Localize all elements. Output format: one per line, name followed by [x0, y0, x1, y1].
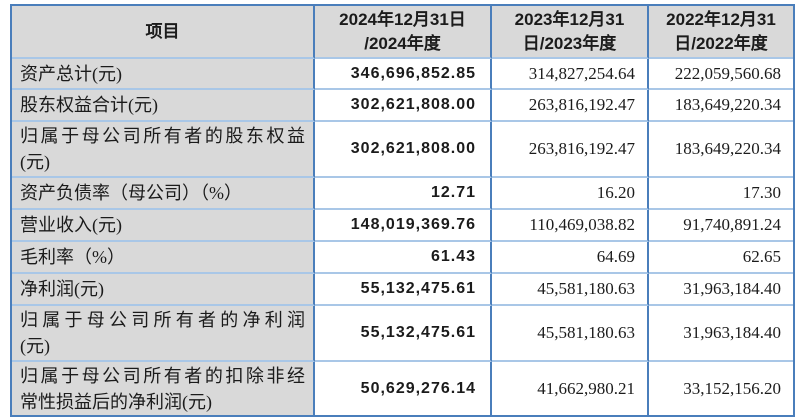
- table-row-gross-margin: 毛利率（%） 61.43 64.69 62.65: [12, 242, 793, 274]
- value-2024: 12.71: [315, 178, 492, 210]
- header-line: 2023年12月31: [514, 9, 625, 29]
- value-2024: 148,019,369.76: [315, 210, 492, 242]
- column-header-item: 项目: [12, 6, 315, 59]
- row-label-line: 资产负债率（母公司）（%）: [20, 183, 242, 203]
- row-label: 净利润(元): [12, 274, 315, 306]
- column-header-2023: 2023年12月31 日/2023年度: [492, 6, 649, 59]
- value-2022: 91,740,891.24: [649, 210, 793, 242]
- value-2023: 263,816,192.47: [492, 122, 649, 178]
- table-row-revenue: 营业收入(元) 148,019,369.76 110,469,038.82 91…: [12, 210, 793, 242]
- table-body: 资产总计(元) 346,696,852.85 314,827,254.64 22…: [12, 59, 793, 415]
- row-label: 资产总计(元): [12, 59, 315, 90]
- value-2022: 222,059,560.68: [649, 59, 793, 90]
- value-2024: 61.43: [315, 242, 492, 274]
- row-label-line: 常性损益后的净利润(元): [20, 391, 212, 412]
- value-2022: 31,963,184.40: [649, 306, 793, 362]
- row-label: 营业收入(元): [12, 210, 315, 242]
- row-label: 归属于母公司所有者的净利润 (元): [12, 306, 315, 362]
- row-label: 股东权益合计(元): [12, 90, 315, 122]
- row-label-line: (元): [20, 152, 50, 172]
- header-row: 项目 2024年12月31日 /2024年度 2023年12月31 日/2023…: [12, 6, 793, 59]
- value-2022: 33,152,156.20: [649, 362, 793, 415]
- value-2024: 50,629,276.14: [315, 362, 492, 415]
- column-header-2022: 2022年12月31 日/2022年度: [649, 6, 793, 59]
- row-label-line: 归属于母公司所有者的扣除非经: [20, 365, 305, 386]
- header-line: 日/2023年度: [522, 33, 617, 53]
- value-2023: 314,827,254.64: [492, 59, 649, 90]
- value-2023: 45,581,180.63: [492, 274, 649, 306]
- value-2024: 346,696,852.85: [315, 59, 492, 90]
- table-row-total-assets: 资产总计(元) 346,696,852.85 314,827,254.64 22…: [12, 59, 793, 90]
- value-2023: 110,469,038.82: [492, 210, 649, 242]
- value-2023: 16.20: [492, 178, 649, 210]
- row-label-line: 营业收入(元): [20, 215, 122, 235]
- header-line: 2022年12月31: [666, 9, 776, 29]
- column-header-2024: 2024年12月31日 /2024年度: [315, 6, 492, 59]
- table-row-total-equity: 股东权益合计(元) 302,621,808.00 263,816,192.47 …: [12, 90, 793, 122]
- financial-summary: 项目 2024年12月31日 /2024年度 2023年12月31 日/2023…: [10, 4, 795, 417]
- value-2022: 183,649,220.34: [649, 122, 793, 178]
- row-label-line: 资产总计(元): [20, 63, 122, 84]
- row-label-line: 归属于母公司所有者的净利润: [20, 310, 305, 330]
- row-label: 归属于母公司所有者的股东权益 (元): [12, 122, 315, 178]
- table-header: 项目 2024年12月31日 /2024年度 2023年12月31 日/2023…: [12, 6, 793, 59]
- header-line: 项目: [145, 21, 180, 41]
- row-label-line: 归属于母公司所有者的股东权益: [20, 126, 305, 146]
- row-label: 毛利率（%）: [12, 242, 315, 274]
- value-2024: 302,621,808.00: [315, 90, 492, 122]
- value-2022: 17.30: [649, 178, 793, 210]
- header-line: 2024年12月31日: [339, 9, 466, 29]
- row-label: 归属于母公司所有者的扣除非经 常性损益后的净利润(元): [12, 362, 315, 415]
- table-row-debt-ratio: 资产负债率（母公司）（%） 12.71 16.20 17.30: [12, 178, 793, 210]
- table-row-net-profit: 净利润(元) 55,132,475.61 45,581,180.63 31,96…: [12, 274, 793, 306]
- row-label-line: (元): [20, 336, 50, 356]
- value-2023: 263,816,192.47: [492, 90, 649, 122]
- value-2023: 45,581,180.63: [492, 306, 649, 362]
- value-2022: 31,963,184.40: [649, 274, 793, 306]
- financial-table: 项目 2024年12月31日 /2024年度 2023年12月31 日/2023…: [10, 4, 795, 417]
- header-line: 日/2022年度: [674, 33, 768, 53]
- value-2022: 183,649,220.34: [649, 90, 793, 122]
- header-line: /2024年度: [364, 33, 441, 53]
- row-label-line: 股东权益合计(元): [20, 95, 158, 115]
- table-row-parent-net-profit-deducted: 归属于母公司所有者的扣除非经 常性损益后的净利润(元) 50,629,276.1…: [12, 362, 793, 415]
- row-label-line: 净利润(元): [20, 279, 104, 299]
- value-2024: 55,132,475.61: [315, 306, 492, 362]
- value-2022: 62.65: [649, 242, 793, 274]
- value-2023: 41,662,980.21: [492, 362, 649, 415]
- table-row-parent-net-profit: 归属于母公司所有者的净利润 (元) 55,132,475.61 45,581,1…: [12, 306, 793, 362]
- row-label: 资产负债率（母公司）（%）: [12, 178, 315, 210]
- value-2024: 302,621,808.00: [315, 122, 492, 178]
- value-2024: 55,132,475.61: [315, 274, 492, 306]
- table-row-parent-equity: 归属于母公司所有者的股东权益 (元) 302,621,808.00 263,81…: [12, 122, 793, 178]
- row-label-line: 毛利率（%）: [20, 247, 125, 267]
- value-2023: 64.69: [492, 242, 649, 274]
